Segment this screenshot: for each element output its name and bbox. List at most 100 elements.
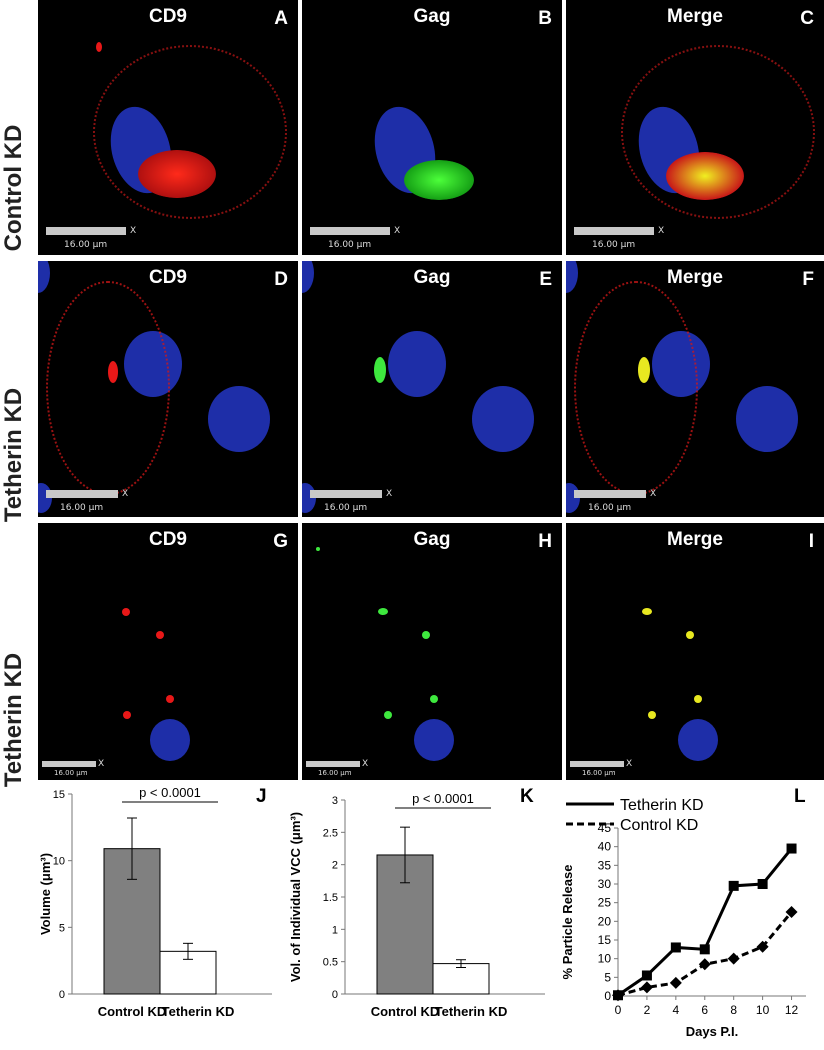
y-tick-label: 0 [59,989,65,1001]
gag-signal [374,357,386,383]
gag-signal [384,711,392,719]
panel-letter: F [802,269,814,290]
scale-x-mark: X [386,489,393,499]
micrograph-panel-a: CD9 A X 16.00 μm [38,0,298,255]
nucleus [150,719,190,761]
scale-bar [46,490,118,498]
merge-signal [642,608,652,615]
scale-bar [46,227,126,235]
y-tick-label: 2 [332,860,338,872]
nucleus [302,483,316,513]
data-point-square [699,944,710,955]
micrograph-panel-g: CD9 G X 16.00 μm [38,523,298,780]
y-tick-label: 20 [598,914,612,928]
scale-bar [574,490,646,498]
scale-bar [310,227,390,235]
cd9-signal [574,281,698,495]
y-tick-label: 0.5 [323,957,338,969]
y-tick-label: 25 [598,896,612,910]
data-point-diamond [669,976,682,989]
panel-letter: A [274,8,288,29]
data-point-diamond [698,958,711,971]
micrograph-panel-c: Merge C X 16.00 μm [566,0,824,255]
data-point-diamond [640,981,653,994]
micrograph-panel-h: Gag H X 16.00 μm [302,523,562,780]
y-tick-label: 35 [598,858,612,872]
panel-letter: C [800,8,814,29]
y-axis-label: Vol. of Individual VCC (μm³) [288,812,303,982]
nucleus [38,483,52,513]
y-tick-label: 0 [332,989,338,1001]
row-label-tetherin-kd-1: Tetherin KD [0,387,27,523]
panel-title: CD9 [148,6,187,27]
gag-signal [404,160,474,200]
y-tick-label: 15 [598,933,612,947]
nucleus [208,386,270,452]
micrograph-panel-b: Gag B X 16.00 μm [302,0,562,255]
y-tick-label: 10 [598,952,612,966]
row-label-tetherin-kd-2: Tetherin KD [0,652,27,788]
panel-letter: G [273,531,288,552]
data-point-diamond [785,906,798,918]
scale-label: 16.00 μm [592,240,636,250]
micrograph-panel-i: Merge I X 16.00 μm [566,523,824,780]
nucleus [302,261,314,293]
scale-label: 16.00 μm [588,503,632,513]
data-point-square [786,843,797,854]
gag-signal [316,547,320,551]
panel-title: Gag [413,267,451,288]
y-axis-label: % Particle Release [560,865,575,980]
p-value-annotation: p < 0.0001 [139,785,201,800]
x-tick-label: 6 [701,1003,708,1017]
gag-signal [422,631,430,639]
gag-signal [378,608,388,615]
scale-label: 16.00 μm [54,769,88,777]
cd9-signal [93,45,287,219]
cd9-signal [166,695,174,703]
scale-label: 16.00 μm [328,240,372,250]
data-point-diamond [727,952,740,965]
scale-x-mark: X [362,759,369,769]
nucleus [566,261,578,293]
p-value-annotation: p < 0.0001 [412,791,474,806]
nucleus [38,261,50,293]
row-label-control-kd: Control KD [0,124,27,252]
panel-title: Merge [667,6,723,27]
cd9-signal [621,45,815,219]
data-point-diamond [756,940,769,953]
y-tick-label: 3 [332,795,338,807]
scale-x-mark: X [626,759,633,769]
scale-bar [42,761,96,767]
scale-bar [570,761,624,767]
scale-bar [574,227,654,235]
panel-letter: I [808,531,814,552]
x-category-label: Tetherin KD [162,1004,235,1019]
x-category-label: Tetherin KD [435,1004,508,1019]
chart-letter: L [794,786,806,807]
panel-letter: B [538,8,552,29]
scale-label: 16.00 μm [324,503,368,513]
micrograph-panel-d: CD9 D X 16.00 μm [38,261,298,517]
y-tick-label: 15 [53,789,65,801]
cd9-signal [122,608,130,616]
micrograph-panel-e: Gag E X 16.00 μm [302,261,562,517]
merge-signal [686,631,694,639]
bar-tetherin-kd [432,963,490,995]
chart-letter: J [256,786,267,807]
merge-signal [694,695,702,703]
y-tick-label: 1.5 [323,892,338,904]
x-tick-label: 2 [644,1003,651,1017]
legend-label: Tetherin KD [620,797,704,814]
cd9-signal [156,631,164,639]
x-tick-label: 0 [615,1003,622,1017]
gag-signal [430,695,438,703]
y-tick-label: 10 [53,856,65,868]
nucleus [678,719,718,761]
micrograph-panel-f: Merge F X 16.00 μm [566,261,824,517]
scale-label: 16.00 μm [582,769,616,777]
cd9-signal [46,281,170,495]
nucleus [566,483,580,513]
nucleus [388,331,446,397]
data-point-square [670,942,681,953]
panel-letter: E [539,269,552,290]
